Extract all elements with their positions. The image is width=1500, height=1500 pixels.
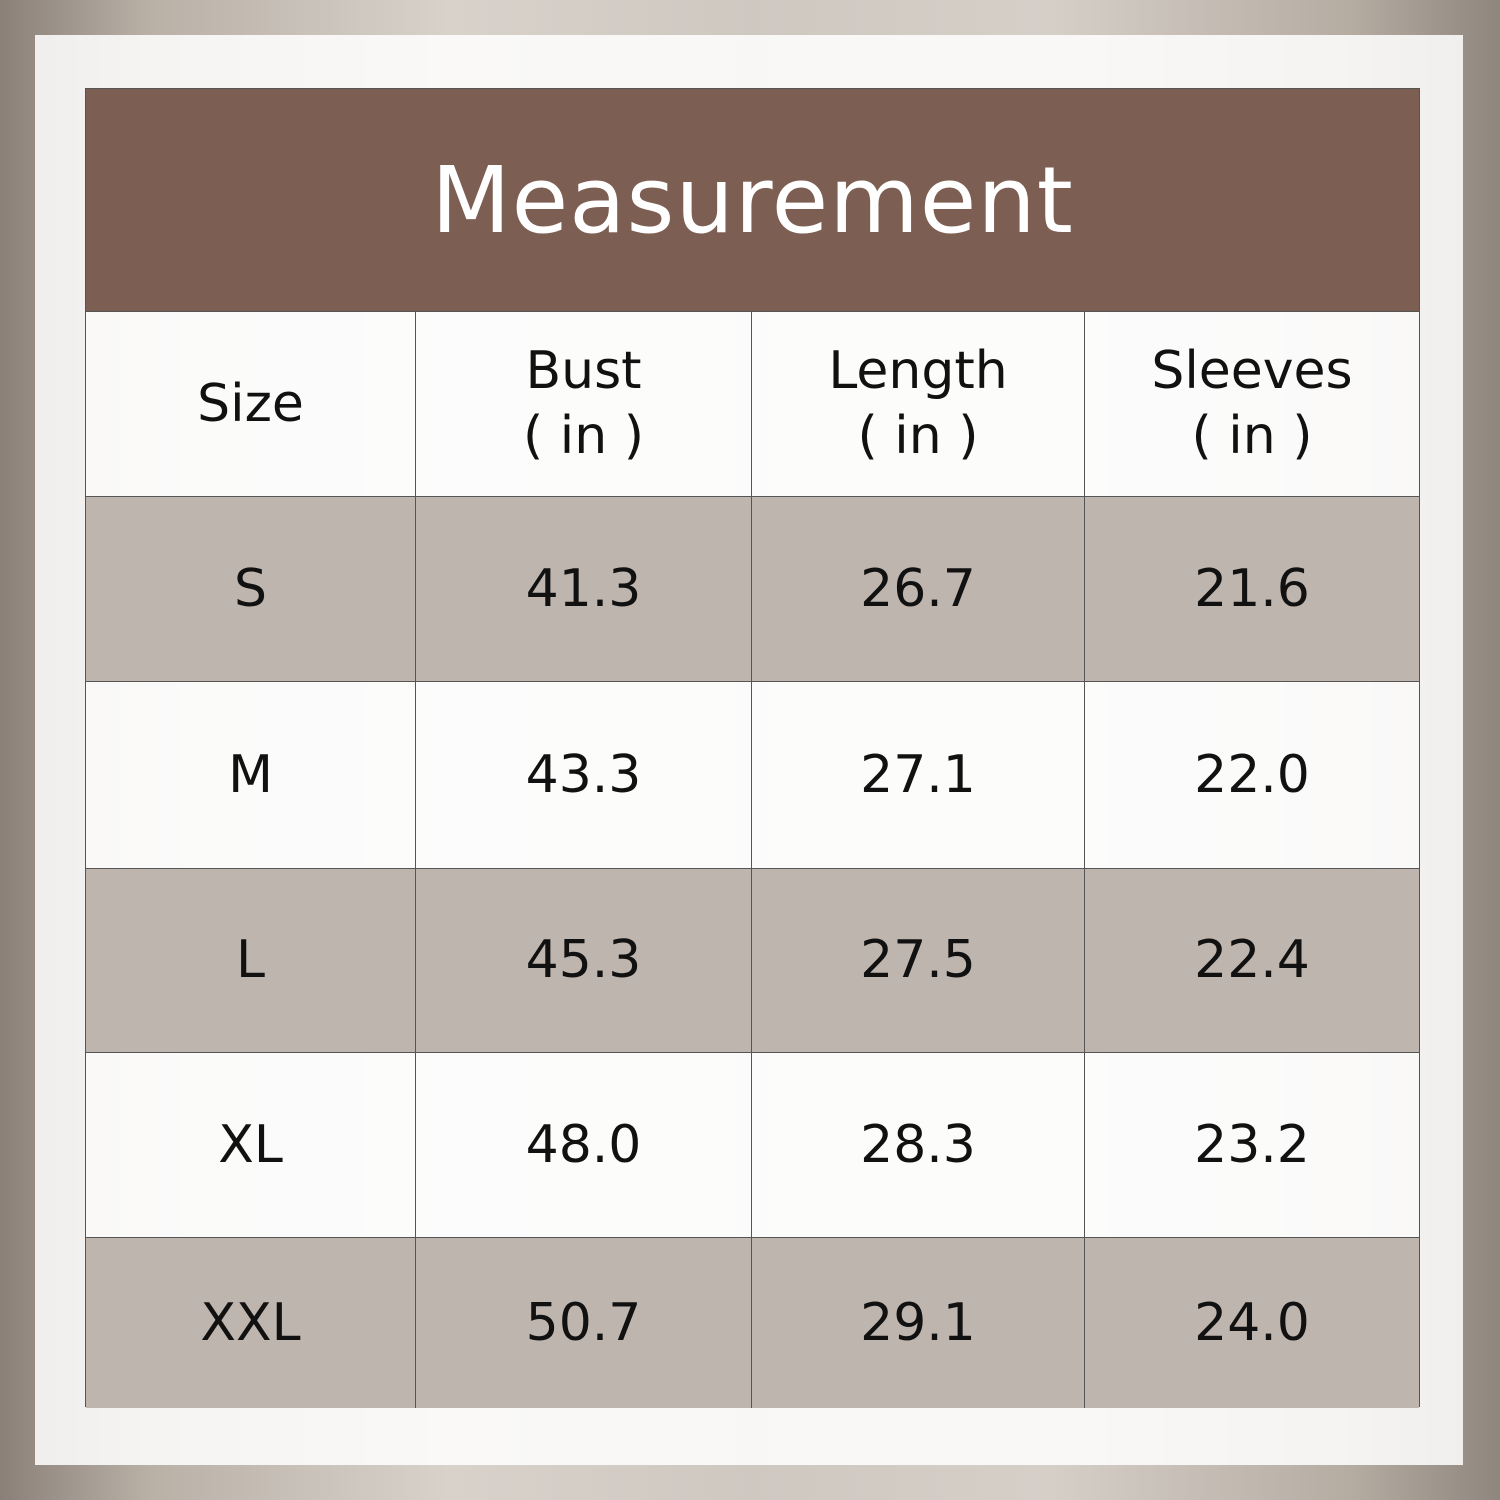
table-row: XL 48.0 28.3 23.2	[86, 1052, 1419, 1237]
value-cell: 23.2	[1194, 1114, 1310, 1175]
table-row: S 41.3 26.7 21.6	[86, 496, 1419, 681]
header-bust: Bust( in )	[416, 312, 752, 496]
size-cell: XL	[86, 1053, 416, 1237]
header-label: Length	[828, 341, 1008, 401]
value-cell: 41.3	[416, 497, 752, 681]
header-unit: ( in )	[1191, 406, 1313, 466]
table-row: M 43.3 27.1 22.0	[86, 681, 1419, 868]
table-row: XXL 50.7 29.1 24.0	[86, 1237, 1419, 1408]
value-cell: 27.1	[752, 682, 1085, 868]
value-cell: 50.7	[416, 1238, 752, 1408]
header-unit: ( in )	[857, 406, 979, 466]
value-cell: 48.0	[416, 1053, 752, 1237]
header-label: Size	[197, 373, 304, 434]
size-cell: L	[86, 869, 416, 1052]
size-cell: M	[86, 682, 416, 868]
value-cell: 28.3	[752, 1053, 1085, 1237]
value-cell: 24.0	[1194, 1292, 1310, 1353]
value-cell: 27.5	[752, 869, 1085, 1052]
chart-title: Measurement	[86, 89, 1419, 311]
value-cell: 22.4	[1194, 930, 1310, 990]
header-length: Length( in )	[752, 312, 1085, 496]
header-label: Bust	[525, 341, 642, 401]
size-chart-table: Measurement Size Bust( in ) Length( in )…	[85, 88, 1420, 1408]
table-row: L 45.3 27.5 22.4	[86, 868, 1419, 1052]
value-cell: 45.3	[416, 869, 752, 1052]
header-sleeves: Sleeves( in )	[1085, 312, 1419, 496]
value-cell: 29.1	[752, 1238, 1085, 1408]
size-cell: S	[86, 497, 416, 681]
header-label: Sleeves	[1151, 341, 1353, 401]
header-row: Size Bust( in ) Length( in ) Sleeves( in…	[86, 311, 1419, 496]
header-unit: ( in )	[522, 406, 645, 466]
value-cell: 43.3	[416, 682, 752, 868]
value-cell: 26.7	[752, 497, 1085, 681]
size-cell: XXL	[86, 1238, 416, 1408]
header-size: Size	[86, 312, 416, 496]
value-cell: 22.0	[1194, 744, 1310, 805]
value-cell: 21.6	[1194, 558, 1310, 619]
